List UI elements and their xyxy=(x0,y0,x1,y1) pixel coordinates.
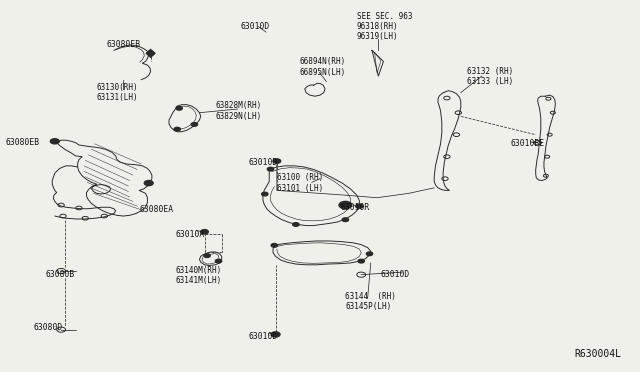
Text: 63080EA: 63080EA xyxy=(139,205,173,214)
Text: 63828M(RH)
63829N(LH): 63828M(RH) 63829N(LH) xyxy=(215,101,262,121)
Circle shape xyxy=(176,106,182,110)
Text: 63132 (RH)
63133 (LH): 63132 (RH) 63133 (LH) xyxy=(467,67,513,87)
Polygon shape xyxy=(146,49,155,57)
Text: 63080EB: 63080EB xyxy=(107,41,141,49)
Text: 63010D: 63010D xyxy=(380,270,410,279)
Text: SEE SEC. 963
96318(RH)
96319(LH): SEE SEC. 963 96318(RH) 96319(LH) xyxy=(356,12,412,42)
Circle shape xyxy=(273,159,281,163)
Text: 66894N(RH)
66895N(LH): 66894N(RH) 66895N(LH) xyxy=(300,57,346,77)
Text: 63010R: 63010R xyxy=(341,203,370,212)
Circle shape xyxy=(51,139,60,144)
Circle shape xyxy=(268,167,274,171)
Text: 63080B: 63080B xyxy=(46,270,75,279)
Circle shape xyxy=(204,254,211,257)
Circle shape xyxy=(262,192,268,196)
Circle shape xyxy=(174,127,180,131)
Circle shape xyxy=(339,201,352,209)
Circle shape xyxy=(342,218,349,222)
Text: 63140M(RH)
63141M(LH): 63140M(RH) 63141M(LH) xyxy=(176,266,222,285)
Text: 63010D: 63010D xyxy=(249,333,278,341)
Circle shape xyxy=(292,223,299,226)
Text: 63100 (RH)
63101 (LH): 63100 (RH) 63101 (LH) xyxy=(278,173,324,193)
Circle shape xyxy=(201,230,209,234)
Text: 63010D: 63010D xyxy=(249,158,278,167)
Circle shape xyxy=(366,252,372,256)
Text: R630004L: R630004L xyxy=(574,349,621,359)
Text: 63130(RH)
63131(LH): 63130(RH) 63131(LH) xyxy=(97,83,138,102)
Circle shape xyxy=(215,259,221,263)
Text: 63144  (RH)
63145P(LH): 63144 (RH) 63145P(LH) xyxy=(346,292,396,311)
Circle shape xyxy=(358,259,364,263)
Circle shape xyxy=(356,204,362,208)
Text: 63010D: 63010D xyxy=(241,22,270,31)
Circle shape xyxy=(144,180,153,186)
Circle shape xyxy=(271,332,280,337)
Text: 63080EB: 63080EB xyxy=(6,138,40,147)
Circle shape xyxy=(271,244,278,247)
Circle shape xyxy=(191,123,198,126)
Text: 63080D: 63080D xyxy=(33,323,63,331)
Text: 63010A: 63010A xyxy=(175,230,205,239)
Text: 63010BE: 63010BE xyxy=(510,140,545,148)
